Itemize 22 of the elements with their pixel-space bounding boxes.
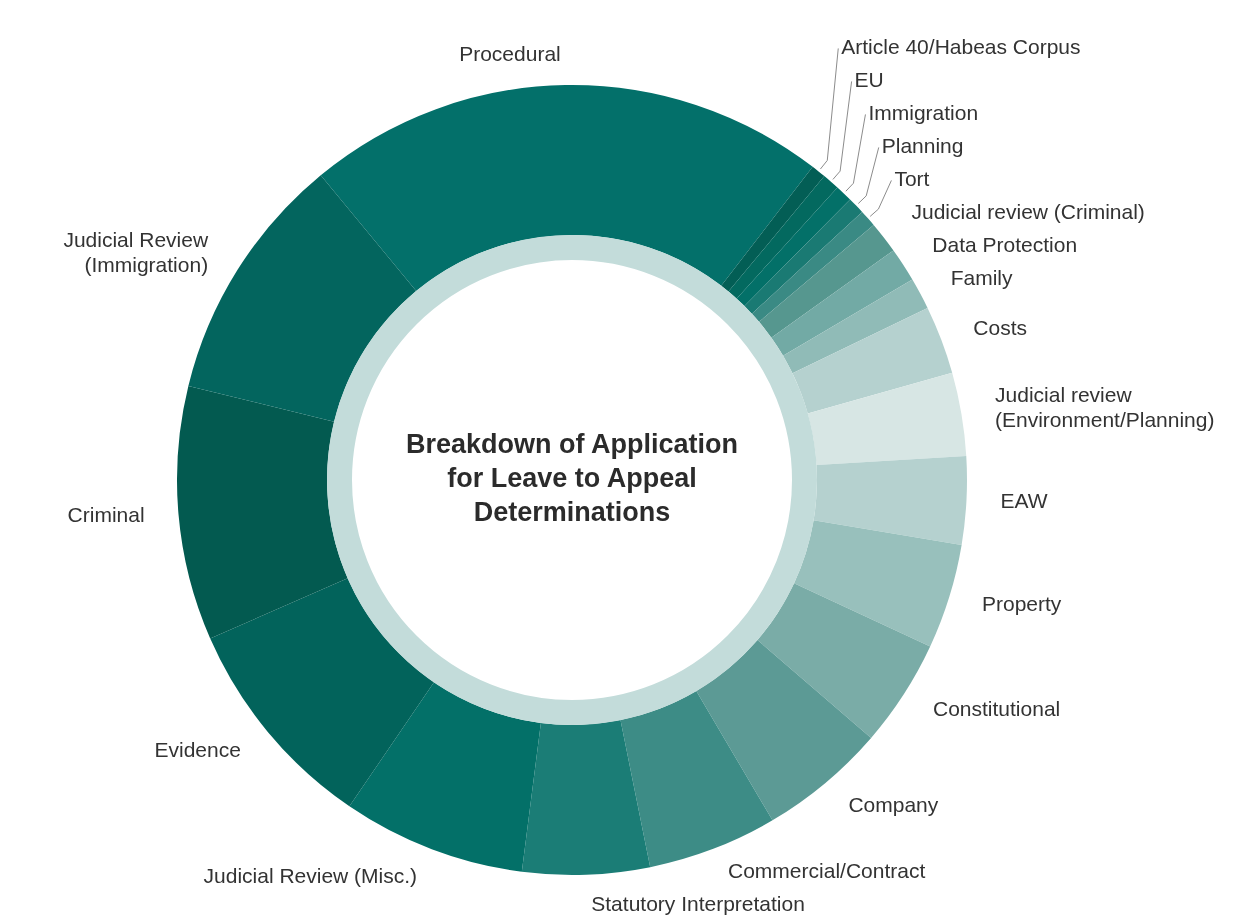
slice-label: Judicial Review (Immigration)	[63, 228, 209, 277]
slice-label: Planning	[881, 134, 964, 158]
slice-label: EAW	[1000, 488, 1048, 512]
slice-label: Data Protection	[932, 233, 1078, 257]
slice-label: Evidence	[154, 738, 241, 762]
slice-label: Judicial Review (Misc.)	[203, 864, 418, 888]
slice-label: Immigration	[868, 101, 979, 125]
slice-label: Tort	[894, 167, 930, 191]
slice-label: Judicial review (Criminal)	[911, 200, 1145, 224]
slice-label: Commercial/Contract	[728, 858, 926, 882]
slice-label: Judicial review (Environment/Planning)	[995, 383, 1215, 432]
slice-label: Property	[981, 592, 1062, 616]
slice-label: EU	[854, 68, 884, 92]
slice-label: Constitutional	[933, 697, 1061, 721]
slice-label: Statutory Interpretation	[591, 891, 805, 915]
slice-label: Criminal	[67, 503, 145, 527]
slice-label: Company	[848, 793, 939, 817]
slice-label: Family	[950, 266, 1014, 290]
slice-label: Article 40/Habeas Corpus	[841, 35, 1081, 59]
text: Breakdown of Application for Leave to Appeal Determinations	[405, 429, 739, 528]
slice-label: Procedural	[459, 41, 561, 65]
slice-label: Costs	[973, 316, 1028, 340]
